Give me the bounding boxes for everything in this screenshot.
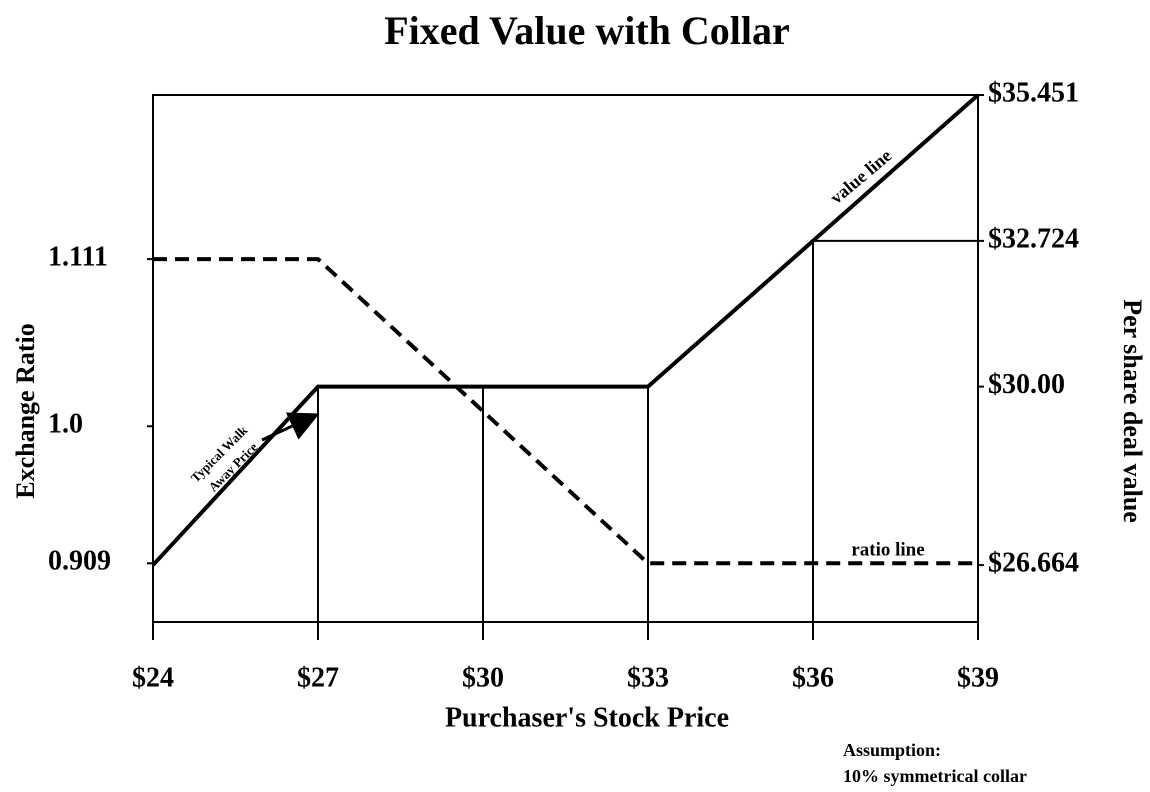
plot-frame: [152, 94, 979, 623]
annotation: 10% symmetrical collar: [843, 766, 1027, 786]
x-tick-label: $24: [132, 662, 174, 693]
y2-tick-label: $26.664: [988, 548, 1079, 579]
y-tick-label: 0.909: [48, 546, 111, 577]
annotation-arrow: [261, 412, 320, 442]
x-tick-label: $36: [792, 662, 834, 693]
y-tick-label: 1.0: [48, 409, 83, 440]
series-label: ratio line: [851, 539, 924, 560]
y-axis-label: Exchange Ratio: [11, 323, 40, 499]
annotation: Assumption:: [843, 740, 941, 760]
x-tick-label: $33: [627, 662, 669, 693]
y2-tick-label: $35.451: [988, 77, 1079, 108]
ratio-line: [153, 257, 978, 566]
y2-axis-label: Per share deal value: [1118, 299, 1147, 523]
x-tick-label: $30: [462, 662, 504, 693]
y-tick-label: 1.111: [48, 242, 108, 273]
value-line: [151, 93, 980, 567]
chart-title: Fixed Value with Collar: [384, 8, 790, 53]
y2-tick-label: $30.00: [988, 369, 1065, 400]
x-tick-label: $27: [297, 662, 339, 693]
x-axis-label: Purchaser's Stock Price: [445, 702, 729, 733]
x-tick-label: $39: [957, 662, 999, 693]
y2-tick-label: $32.724: [988, 223, 1079, 254]
